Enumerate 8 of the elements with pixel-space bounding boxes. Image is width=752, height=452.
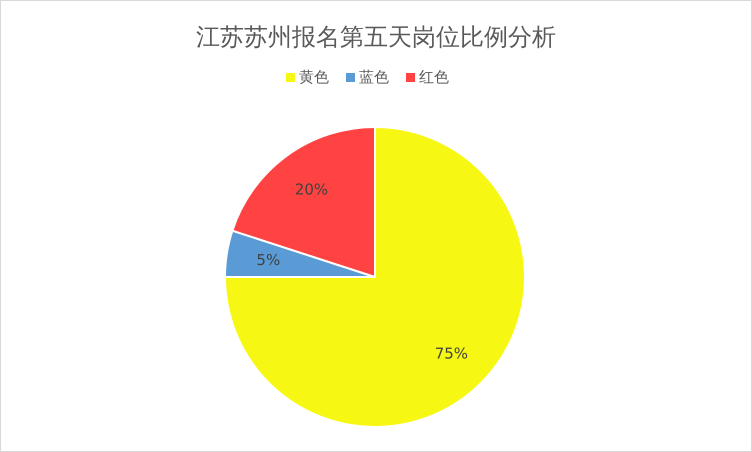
data-label: 5%: [256, 251, 280, 270]
legend-label: 蓝色: [359, 68, 389, 86]
pie-slice: [224, 126, 526, 428]
data-label: 75%: [434, 344, 468, 362]
chart-title: 江苏苏州报名第五天岗位比例分析: [196, 23, 556, 51]
legend-label: 红色: [419, 68, 449, 86]
data-label: 20%: [294, 180, 328, 199]
legend-label: 黄色: [299, 68, 329, 86]
